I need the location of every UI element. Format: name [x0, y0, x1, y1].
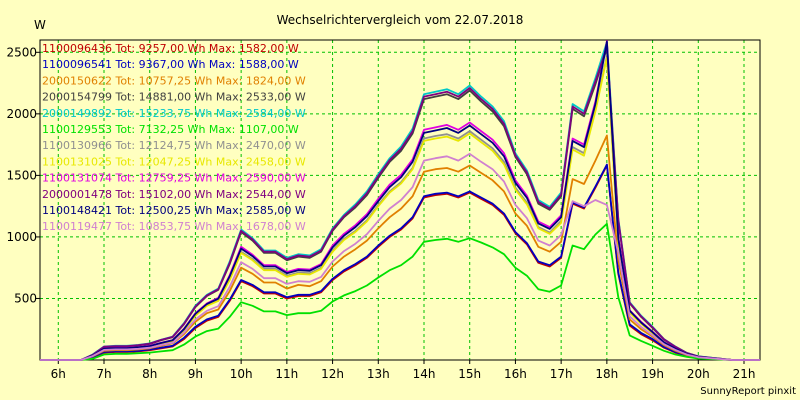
- legend-entry-1100131025: 1100131025 Tot: 12047,25 Wh Max: 2458,00…: [42, 155, 306, 168]
- x-tick-label: 10h: [230, 367, 253, 381]
- legend: 1100096436 Tot: 9257,00 Wh Max: 1582,00 …: [42, 42, 306, 233]
- legend-entry-2000150622: 2000150622 Tot: 10757,25 Wh Max: 1824,00…: [42, 74, 306, 87]
- legend-entry-1100130966: 1100130966 Tot: 12124,75 Wh Max: 2470,00…: [42, 139, 306, 152]
- x-tick-label: 13h: [367, 367, 390, 381]
- legend-entry-1100096541: 1100096541 Tot: 9367,00 Wh Max: 1588,00 …: [42, 58, 299, 71]
- grid-lines: [40, 40, 760, 360]
- y-axis-unit-label: W: [34, 18, 46, 32]
- y-tick-label: 1000: [6, 230, 37, 244]
- legend-entry-1100129553: 1100129553 Tot: 7132,25 Wh Max: 1107,00 …: [42, 123, 299, 136]
- series-line-1100096541: [40, 163, 760, 361]
- x-tick-label: 18h: [595, 367, 618, 381]
- y-tick-label: 2500: [6, 45, 37, 59]
- legend-entry-1100119477: 1100119477 Tot: 10853,75 Wh Max: 1678,00…: [42, 220, 306, 233]
- y-tick-label: 2000: [6, 107, 37, 121]
- y-tick-label: 1500: [6, 168, 37, 182]
- series-line-1100129553: [40, 222, 760, 361]
- series-line-1100148421: [40, 40, 760, 361]
- chart-title: Wechselrichtervergleich vom 22.07.2018: [277, 13, 524, 27]
- x-tick-label: 19h: [641, 367, 664, 381]
- axis-ticks: 6h 7h 8h 9h 10h 11h 12h 13h 14h 15h 16h 17h 18h 19h 20…: [6, 45, 755, 381]
- plot-frame: [39, 39, 761, 361]
- legend-entry-2000154799: 2000154799 Tot: 14881,00 Wh Max: 2533,00…: [42, 91, 306, 104]
- x-tick-label: 20h: [687, 367, 710, 381]
- x-tick-label: 21h: [733, 367, 756, 381]
- x-tick-label: 12h: [321, 367, 344, 381]
- legend-entry-1100096436: 1100096436 Tot: 9257,00 Wh Max: 1582,00 …: [42, 42, 299, 55]
- x-tick-label: 11h: [275, 367, 298, 381]
- legend-entry-2000001478: 2000001478 Tot: 15102,00 Wh Max: 2544,00…: [42, 188, 306, 201]
- x-tick-label: 7h: [96, 367, 111, 381]
- x-tick-label: 14h: [413, 367, 436, 381]
- x-tick-label: 6h: [51, 367, 66, 381]
- series-line-1100119477: [40, 152, 760, 361]
- x-tick-label: 17h: [550, 367, 573, 381]
- footer-credit: SunnyReport pinxit: [700, 386, 796, 397]
- legend-entry-2000149892: 2000149892 Tot: 15233,75 Wh Max: 2584,00…: [42, 107, 306, 120]
- series-line-2000001478: [40, 46, 760, 361]
- x-tick-label: 8h: [142, 367, 157, 381]
- legend-entry-1100131074: 1100131074 Tot: 12759,25 Wh Max: 2590,00…: [42, 172, 306, 185]
- series-lines: [40, 40, 760, 361]
- x-tick-label: 9h: [188, 367, 203, 381]
- x-tick-label: 15h: [458, 367, 481, 381]
- y-tick-label: 500: [14, 291, 37, 305]
- legend-entry-1100148421: 1100148421 Tot: 12500,25 Wh Max: 2585,00…: [42, 204, 306, 217]
- x-tick-label: 16h: [504, 367, 527, 381]
